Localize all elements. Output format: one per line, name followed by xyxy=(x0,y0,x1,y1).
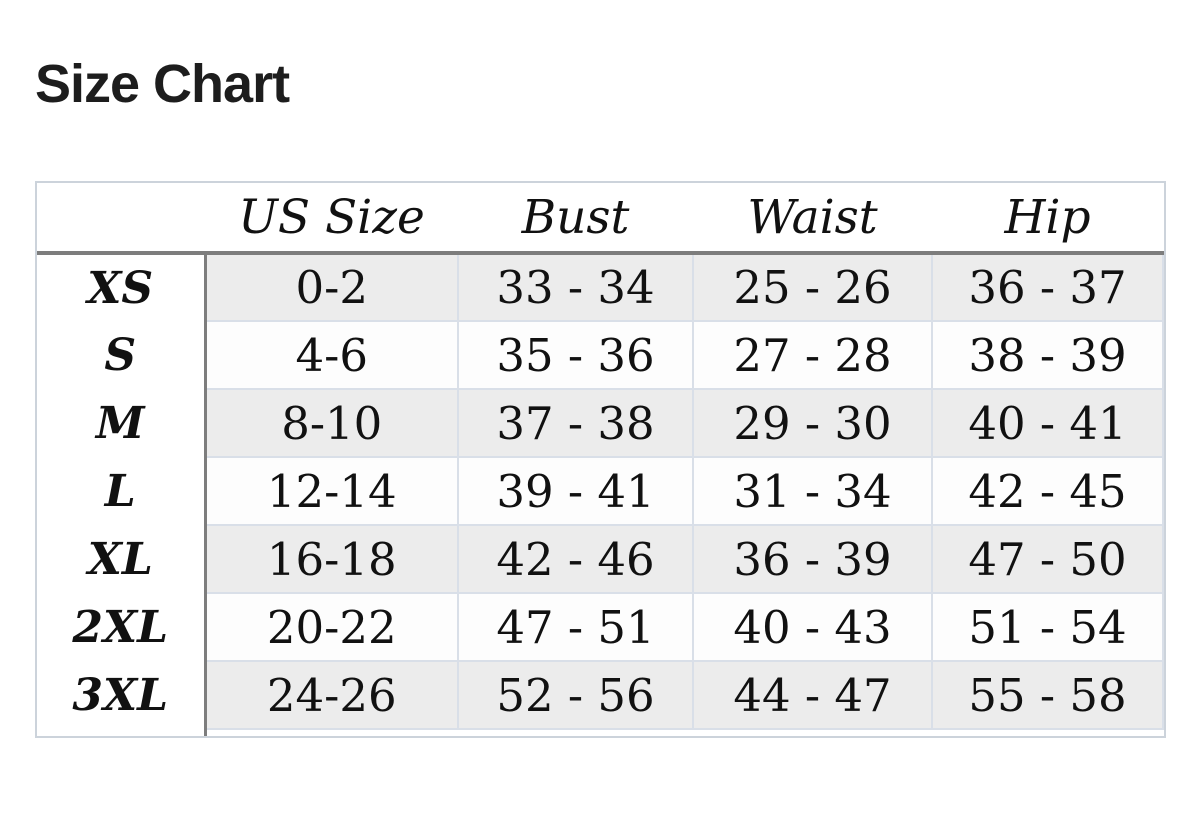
cell-waist: 25 - 26 xyxy=(692,252,933,322)
size-chart-table-container: US Size Bust Waist Hip XS 0-2 33 - 34 25… xyxy=(35,181,1166,738)
cell-us-size: 20-22 xyxy=(204,592,459,662)
row-label-l: L xyxy=(37,457,207,525)
cell-hip: 51 - 54 xyxy=(931,592,1164,662)
cell-waist: 27 - 28 xyxy=(692,320,933,390)
table-row-xl: XL 16-18 42 - 46 36 - 39 47 - 50 xyxy=(37,524,1164,594)
column-header-us-size: US Size xyxy=(205,183,458,255)
cell-waist: 29 - 30 xyxy=(692,388,933,458)
cell-bust: 52 - 56 xyxy=(457,660,694,730)
row-label-m: M xyxy=(37,389,207,457)
cell-hip: 55 - 58 xyxy=(931,660,1164,730)
table-row-2xl: 2XL 20-22 47 - 51 40 - 43 51 - 54 xyxy=(37,592,1164,662)
cell-us-size: 4-6 xyxy=(204,320,459,390)
spacer-label-cell xyxy=(37,729,207,736)
cell-us-size: 8-10 xyxy=(204,388,459,458)
column-header-hip: Hip xyxy=(932,183,1163,255)
table-row-l: L 12-14 39 - 41 31 - 34 42 - 45 xyxy=(37,456,1164,526)
size-chart-table: US Size Bust Waist Hip XS 0-2 33 - 34 25… xyxy=(37,183,1164,736)
cell-bust: 33 - 34 xyxy=(457,252,694,322)
cell-bust: 39 - 41 xyxy=(457,456,694,526)
cell-waist: 36 - 39 xyxy=(692,524,933,594)
corner-cell xyxy=(37,183,205,255)
cell-bust: 37 - 38 xyxy=(457,388,694,458)
row-label-xl: XL xyxy=(37,525,207,593)
spacer-cell xyxy=(205,729,1163,736)
cell-hip: 38 - 39 xyxy=(931,320,1164,390)
size-chart-page: Size Chart US Size Bust Waist Hip xyxy=(35,54,1166,738)
row-label-s: S xyxy=(37,321,207,389)
cell-hip: 36 - 37 xyxy=(931,252,1164,322)
column-header-waist: Waist xyxy=(693,183,932,255)
cell-hip: 40 - 41 xyxy=(931,388,1164,458)
cell-bust: 35 - 36 xyxy=(457,320,694,390)
page-title: Size Chart xyxy=(35,54,290,114)
cell-bust: 42 - 46 xyxy=(457,524,694,594)
table-row-m: M 8-10 37 - 38 29 - 30 40 - 41 xyxy=(37,388,1164,458)
table-row-s: S 4-6 35 - 36 27 - 28 38 - 39 xyxy=(37,320,1164,390)
cell-waist: 40 - 43 xyxy=(692,592,933,662)
cell-us-size: 16-18 xyxy=(204,524,459,594)
cell-waist: 44 - 47 xyxy=(692,660,933,730)
cell-us-size: 12-14 xyxy=(204,456,459,526)
column-header-bust: Bust xyxy=(458,183,693,255)
row-label-3xl: 3XL xyxy=(37,661,207,729)
table-bottom-spacer xyxy=(37,729,1163,736)
row-label-xs: XS xyxy=(37,253,207,321)
header-row: US Size Bust Waist Hip xyxy=(37,183,1163,255)
row-label-2xl: 2XL xyxy=(37,593,207,661)
cell-hip: 42 - 45 xyxy=(931,456,1164,526)
cell-us-size: 0-2 xyxy=(204,252,459,322)
table-row-xs: XS 0-2 33 - 34 25 - 26 36 - 37 xyxy=(37,252,1164,322)
cell-us-size: 24-26 xyxy=(204,660,459,730)
cell-hip: 47 - 50 xyxy=(931,524,1164,594)
cell-waist: 31 - 34 xyxy=(692,456,933,526)
cell-bust: 47 - 51 xyxy=(457,592,694,662)
table-row-3xl: 3XL 24-26 52 - 56 44 - 47 55 - 58 xyxy=(37,660,1164,730)
